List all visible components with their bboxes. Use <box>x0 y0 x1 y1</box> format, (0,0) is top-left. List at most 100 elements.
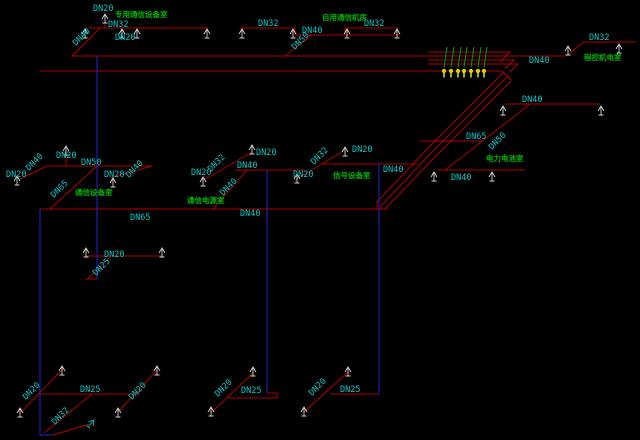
sprinkler-drop-segment <box>463 46 468 68</box>
flow-arrow-glyph <box>344 366 352 377</box>
pipe-size-label: DN32 <box>589 33 609 43</box>
pipe-size-label: DN32 <box>50 406 72 428</box>
pipe-segment <box>384 80 512 210</box>
sprinkler-head-icon <box>481 68 487 78</box>
flow-arrow-icon <box>499 105 507 116</box>
flow-arrow-glyph <box>101 13 109 24</box>
flow-arrow-icon <box>114 407 122 418</box>
pipe-segment <box>376 72 504 209</box>
flow-arrow-icon <box>109 177 117 188</box>
flow-arrow-glyph <box>62 145 70 156</box>
pipe-segment <box>284 34 313 57</box>
pipe-size-label: DN50 <box>81 158 101 168</box>
pipe-segment <box>19 165 48 180</box>
flow-arrow-glyph <box>249 366 257 377</box>
flow-arrow-icon <box>488 171 496 182</box>
flow-arrow-glyph <box>430 171 438 182</box>
flow-arrow-icon <box>118 28 126 39</box>
pipe-size-label: DN25 <box>80 385 100 395</box>
sprinkler-head-bulb <box>448 68 454 74</box>
pipe-size-label: DN20 <box>93 4 113 14</box>
sprinkler-drop-segment <box>443 46 448 68</box>
flow-arrow-icon <box>289 28 297 39</box>
flow-arrow-glyph <box>114 407 122 418</box>
flow-arrow-icon <box>82 247 90 258</box>
pipe-segment <box>117 369 158 413</box>
flow-arrow-glyph <box>615 43 623 54</box>
flow-arrow-icon <box>158 247 166 258</box>
sprinkler-head-bulb <box>455 68 461 74</box>
sprinkler-head-icon <box>468 68 474 78</box>
flow-arrow-glyph <box>81 28 89 39</box>
pipe-segment <box>228 392 278 399</box>
pipe-size-label: DN20 <box>352 145 372 155</box>
red-pipes-layer <box>19 22 636 436</box>
pipe-size-label: DN20 <box>293 170 313 180</box>
flow-arrow-icon <box>58 365 66 376</box>
flow-arrows-layer <box>13 13 623 429</box>
pipe-segment <box>380 76 508 209</box>
flow-arrow-icon <box>341 146 349 157</box>
pipe-size-label: DN40 <box>383 165 403 175</box>
flow-arrow-glyph <box>199 176 207 187</box>
pipe-segment <box>303 371 349 413</box>
room-name-label: 通信设备室 <box>75 187 113 197</box>
flow-arrow-glyph <box>86 419 95 429</box>
sprinkler-head-icon <box>461 68 467 78</box>
sprinkler-head-bulb <box>461 68 467 74</box>
room-name-label: 信号设备室 <box>333 170 371 180</box>
flow-arrow-glyph <box>16 407 24 418</box>
flow-arrow-icon <box>86 419 95 429</box>
pipe-size-label: DN20 <box>256 148 276 158</box>
flow-arrow-icon <box>293 173 301 184</box>
pipe-segment <box>294 149 346 181</box>
sprinkler-heads-layer <box>441 68 487 78</box>
flow-arrow-icon <box>101 13 109 24</box>
pipe-size-label: DN40 <box>451 173 471 183</box>
flow-arrow-icon <box>81 28 89 39</box>
sprinkler-drop-segment <box>483 46 488 68</box>
sprinkler-head-icon <box>455 68 461 78</box>
pipe-size-label: DN65 <box>49 179 71 201</box>
pipe-segment <box>203 151 253 181</box>
pipe-size-label: DN32 <box>364 19 384 29</box>
pipe-size-label: DN50 <box>487 131 509 153</box>
pipe-size-label: DN40 <box>71 27 93 49</box>
pipe-segment <box>444 103 531 171</box>
pipe-size-label: DN20 <box>56 151 76 161</box>
flow-arrow-glyph <box>289 28 297 39</box>
room-name-label: 通信电源室 <box>187 195 225 205</box>
pipe-size-label: DN20 <box>6 170 26 180</box>
flow-arrow-icon <box>199 176 207 187</box>
blue-risers-layer <box>39 56 380 436</box>
pipe-segment <box>565 41 636 57</box>
pipe-segment <box>20 369 63 413</box>
room-name-label: 电力电池室 <box>486 153 524 163</box>
flow-arrow-glyph <box>13 175 21 186</box>
pipe-size-label: DN32 <box>108 20 128 30</box>
flow-arrow-icon <box>564 45 572 56</box>
flow-arrow-glyph <box>248 144 256 155</box>
pipe-segment <box>210 372 254 414</box>
flow-arrow-glyph <box>153 365 161 376</box>
flow-arrow-glyph <box>300 406 308 417</box>
sprinkler-head-bulb <box>441 68 447 74</box>
sprinkler-head-icon <box>441 68 447 78</box>
flow-arrow-icon <box>597 105 605 116</box>
flow-arrow-glyph <box>343 28 351 39</box>
flow-arrow-glyph <box>341 146 349 157</box>
flow-arrow-icon <box>393 28 401 39</box>
sprinkler-drop-segment <box>470 46 475 68</box>
pipe-size-label: DN25 <box>241 386 261 396</box>
pipe-size-label: DN20 <box>127 381 149 403</box>
flow-arrow-glyph <box>58 365 66 376</box>
pipe-size-label: DN20 <box>307 377 329 399</box>
flow-arrow-icon <box>249 366 257 377</box>
pipe-size-label: DN20 <box>104 170 124 180</box>
pipe-segment <box>40 70 512 81</box>
pipe-size-label: DN65 <box>130 213 150 223</box>
pipe-size-label: DN25 <box>340 385 360 395</box>
flow-arrow-glyph <box>109 177 117 188</box>
